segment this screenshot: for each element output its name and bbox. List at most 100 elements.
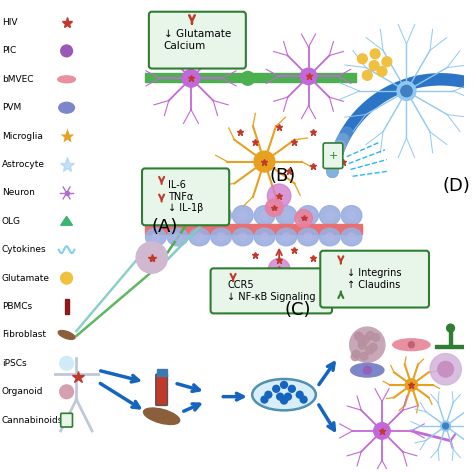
Circle shape — [304, 233, 312, 241]
Bar — [157, 369, 166, 376]
Circle shape — [284, 393, 292, 400]
Circle shape — [217, 233, 225, 241]
Ellipse shape — [189, 206, 210, 225]
Circle shape — [352, 350, 360, 358]
Circle shape — [195, 233, 203, 241]
Ellipse shape — [58, 330, 75, 339]
Circle shape — [377, 66, 387, 76]
Circle shape — [409, 342, 414, 347]
Text: (A): (A) — [152, 218, 178, 236]
Circle shape — [363, 71, 372, 80]
Circle shape — [152, 211, 160, 219]
Circle shape — [443, 423, 448, 429]
Text: Astrocyte: Astrocyte — [2, 160, 45, 169]
Ellipse shape — [319, 228, 340, 246]
Circle shape — [358, 337, 366, 345]
Circle shape — [356, 333, 363, 341]
Ellipse shape — [254, 228, 275, 246]
Circle shape — [281, 397, 287, 404]
Circle shape — [195, 211, 203, 219]
Circle shape — [301, 68, 317, 84]
FancyBboxPatch shape — [142, 168, 229, 225]
Circle shape — [296, 391, 303, 398]
Circle shape — [239, 211, 247, 219]
Circle shape — [273, 385, 280, 392]
Circle shape — [347, 233, 356, 241]
Text: iPSCs: iPSCs — [2, 359, 27, 368]
Ellipse shape — [341, 228, 362, 246]
Bar — [435, 345, 466, 347]
Text: OLG: OLG — [2, 217, 21, 226]
Text: bMVEC: bMVEC — [2, 75, 34, 84]
Circle shape — [369, 343, 377, 351]
Text: ↓ Glutamate
Calcium: ↓ Glutamate Calcium — [164, 29, 231, 51]
Circle shape — [369, 61, 379, 71]
Ellipse shape — [298, 206, 319, 225]
Circle shape — [405, 379, 418, 391]
Ellipse shape — [232, 228, 253, 246]
Circle shape — [364, 366, 371, 374]
Circle shape — [370, 49, 380, 59]
Circle shape — [182, 70, 200, 87]
Circle shape — [326, 211, 334, 219]
Circle shape — [268, 258, 290, 280]
Ellipse shape — [167, 206, 188, 225]
Circle shape — [326, 233, 334, 241]
Bar — [448, 330, 453, 346]
Circle shape — [267, 184, 291, 208]
Ellipse shape — [211, 228, 231, 246]
Bar — [64, 299, 69, 314]
Text: (C): (C) — [284, 301, 310, 319]
Circle shape — [366, 332, 374, 339]
Circle shape — [382, 57, 392, 66]
Circle shape — [265, 391, 272, 398]
Circle shape — [265, 199, 283, 217]
FancyBboxPatch shape — [149, 12, 246, 69]
Circle shape — [355, 332, 363, 340]
Ellipse shape — [211, 206, 231, 225]
Circle shape — [173, 211, 182, 219]
Ellipse shape — [167, 228, 188, 246]
Circle shape — [60, 356, 73, 370]
Circle shape — [295, 210, 312, 227]
Text: Cannabinoids: Cannabinoids — [2, 416, 64, 425]
Ellipse shape — [58, 76, 75, 83]
Circle shape — [261, 396, 268, 403]
Text: Microglia: Microglia — [2, 132, 43, 141]
Circle shape — [283, 233, 290, 241]
Text: (D): (D) — [443, 177, 471, 195]
Text: IL-6
TNFα
↓ IL-1β: IL-6 TNFα ↓ IL-1β — [168, 180, 203, 213]
Text: HIV: HIV — [2, 18, 18, 27]
Ellipse shape — [189, 228, 210, 246]
Ellipse shape — [232, 206, 253, 225]
Circle shape — [360, 352, 368, 360]
Text: ↓ Integrins
↑ Claudins: ↓ Integrins ↑ Claudins — [347, 268, 402, 290]
Circle shape — [300, 396, 307, 403]
Circle shape — [351, 353, 359, 361]
Text: Glutamate: Glutamate — [2, 273, 50, 283]
Circle shape — [289, 385, 295, 392]
Circle shape — [152, 233, 160, 241]
Text: +: + — [328, 151, 337, 161]
Circle shape — [283, 211, 290, 219]
Circle shape — [277, 393, 283, 400]
Circle shape — [261, 233, 268, 241]
Text: CCR5
↓ NF-κB Signaling: CCR5 ↓ NF-κB Signaling — [227, 280, 316, 301]
Text: PVM: PVM — [2, 103, 21, 112]
Circle shape — [357, 54, 367, 64]
Ellipse shape — [393, 339, 430, 351]
Circle shape — [241, 72, 255, 85]
FancyBboxPatch shape — [156, 374, 167, 405]
Text: Fibroblast: Fibroblast — [2, 330, 46, 339]
Text: Neuron: Neuron — [2, 189, 35, 198]
Text: PIC: PIC — [2, 46, 16, 55]
Text: (B): (B) — [269, 167, 296, 185]
Circle shape — [350, 327, 385, 362]
Text: Organoid: Organoid — [2, 387, 44, 396]
Circle shape — [217, 211, 225, 219]
Ellipse shape — [254, 206, 275, 225]
Ellipse shape — [341, 206, 362, 225]
Ellipse shape — [319, 206, 340, 225]
Circle shape — [362, 336, 369, 343]
Circle shape — [281, 382, 287, 388]
